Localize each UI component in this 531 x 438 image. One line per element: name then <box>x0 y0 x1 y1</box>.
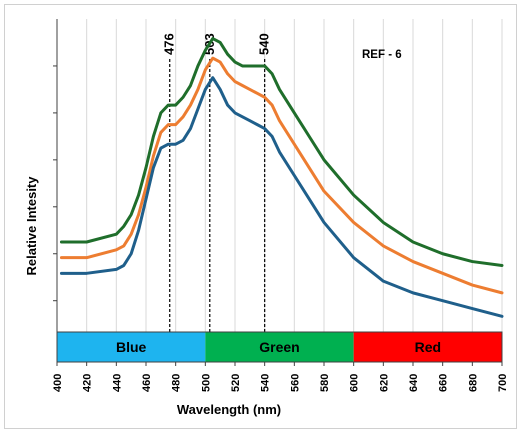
x-tick-label: 680 <box>467 374 479 392</box>
color-band-border <box>56 331 503 363</box>
x-tick-label: 440 <box>111 374 123 392</box>
series-line-1 <box>59 37 504 267</box>
x-tick-label: 420 <box>82 374 94 392</box>
x-axis-title: Wavelength (nm) <box>177 402 281 417</box>
x-tick-label: 520 <box>230 374 242 392</box>
x-tick-label: 400 <box>52 374 64 392</box>
color-band-label-green: Green <box>259 339 299 355</box>
color-band-label-blue: Blue <box>116 339 147 355</box>
series-line-3 <box>59 76 504 318</box>
x-tick-label: 600 <box>349 374 361 392</box>
reference-label-540: 540 <box>257 33 272 55</box>
color-band-blue <box>57 332 206 362</box>
x-tick-label: 500 <box>200 374 212 392</box>
x-tick-label: 560 <box>289 374 301 392</box>
x-tick-label: 480 <box>171 374 183 392</box>
color-band-red <box>353 332 502 362</box>
x-tick-label: 660 <box>438 374 450 392</box>
x-tick-label: 700 <box>497 374 509 392</box>
x-tick-label: 580 <box>319 374 331 392</box>
reference-label-476: 476 <box>162 33 177 55</box>
chart-annotation: REF - 6 <box>362 49 402 61</box>
chart-frame: 476 503 540 Blue Green Red 400 420 440 460 480 50… <box>4 4 517 429</box>
x-tick-label: 540 <box>260 374 272 392</box>
spectrum-chart: 476 503 540 Blue Green Red 400 420 440 460 480 50… <box>24 19 509 417</box>
y-axis-title: Relative Intesity <box>24 176 39 276</box>
color-band-green <box>205 332 354 362</box>
x-tick-label: 620 <box>378 374 390 392</box>
x-tick-label: 640 <box>408 374 420 392</box>
color-band-label-red: Red <box>415 339 441 355</box>
series-line-2 <box>59 56 504 295</box>
x-tick-label: 460 <box>141 374 153 392</box>
